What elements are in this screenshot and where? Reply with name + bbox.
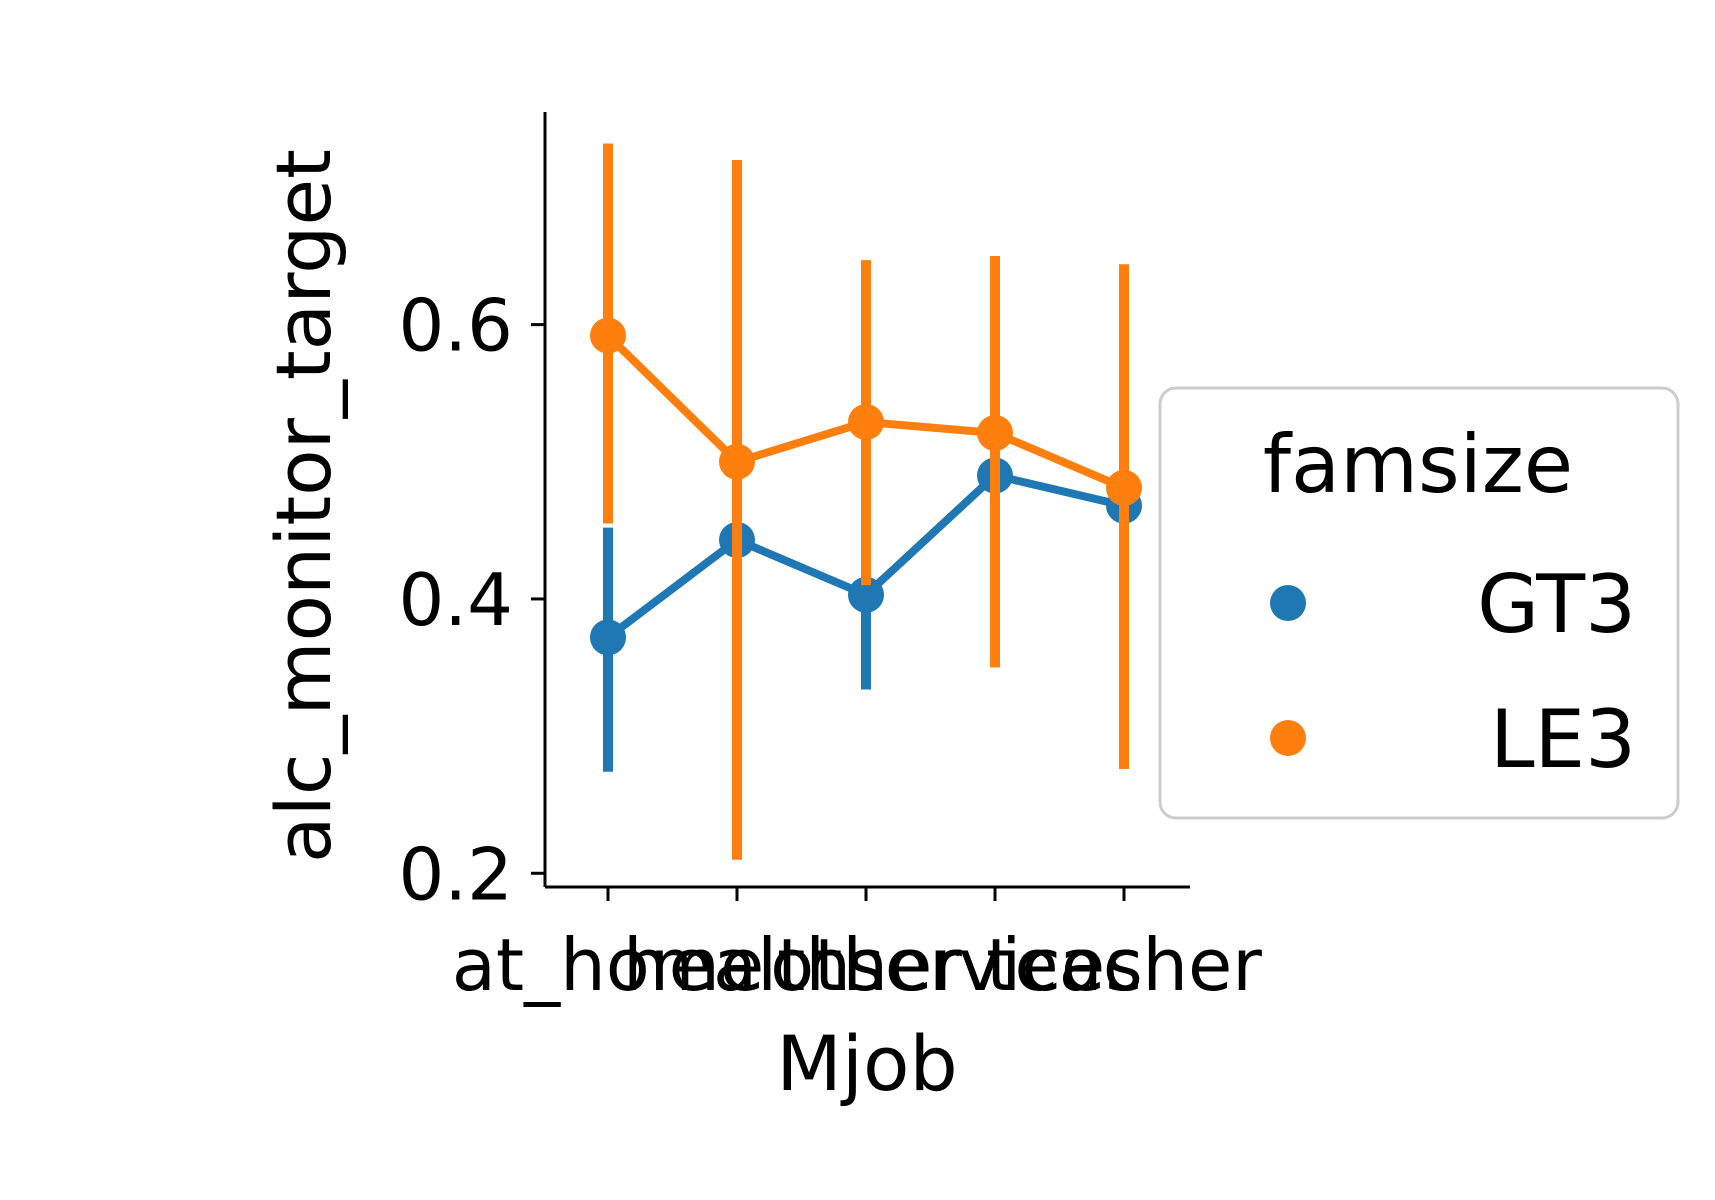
x-tick-label: at_home xyxy=(452,923,764,1007)
data-point xyxy=(848,404,884,440)
x-axis-label: Mjob xyxy=(776,1019,957,1108)
y-tick-label: 0.6 xyxy=(398,284,513,368)
data-point xyxy=(848,576,884,613)
legend-marker xyxy=(1270,720,1306,756)
legend-label: GT3 xyxy=(1477,558,1636,651)
legend-title: famsize xyxy=(1263,418,1573,511)
data-point xyxy=(719,443,755,480)
y-ticks: 0.2 0.4 0.6 xyxy=(398,284,545,916)
x-tick-label: services xyxy=(847,923,1142,1007)
data-point xyxy=(590,317,626,354)
series-LE3 xyxy=(590,143,1142,860)
legend-label: LE3 xyxy=(1490,693,1636,786)
data-point xyxy=(977,414,1013,451)
y-tick-label: 0.2 xyxy=(398,832,513,916)
x-tick-label: other xyxy=(770,923,962,1007)
x-tick-label: health xyxy=(623,923,851,1007)
plot-marks xyxy=(590,143,1142,860)
x-tick-label: teacher xyxy=(986,923,1262,1007)
data-point xyxy=(590,619,626,656)
data-point xyxy=(1106,469,1142,506)
legend-frame xyxy=(1158,386,1680,820)
legend-marker xyxy=(1270,585,1306,621)
y-axis-label: alc_monitor_target xyxy=(259,149,348,863)
y-tick-label: 0.4 xyxy=(398,558,513,642)
